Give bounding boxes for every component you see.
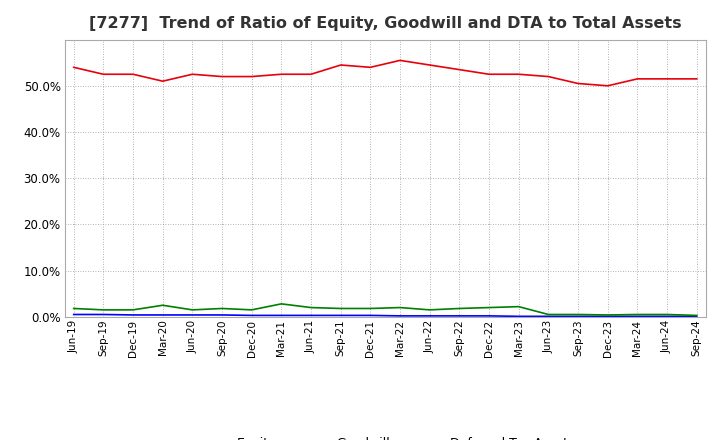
Goodwill	[158, 312, 167, 318]
Line: Equity: Equity	[73, 60, 697, 86]
Equity	[158, 78, 167, 84]
Goodwill	[544, 314, 553, 319]
Deferred Tax Assets	[662, 312, 671, 317]
Equity	[693, 76, 701, 81]
Goodwill	[455, 313, 464, 319]
Equity	[129, 72, 138, 77]
Deferred Tax Assets	[248, 307, 256, 312]
Equity	[366, 65, 374, 70]
Deferred Tax Assets	[455, 306, 464, 311]
Line: Deferred Tax Assets: Deferred Tax Assets	[73, 304, 697, 315]
Deferred Tax Assets	[366, 306, 374, 311]
Deferred Tax Assets	[188, 307, 197, 312]
Goodwill	[99, 312, 108, 317]
Equity	[217, 74, 226, 79]
Deferred Tax Assets	[603, 312, 612, 318]
Goodwill	[366, 313, 374, 318]
Goodwill	[603, 314, 612, 319]
Goodwill	[514, 314, 523, 319]
Equity	[485, 72, 493, 77]
Deferred Tax Assets	[129, 307, 138, 312]
Equity	[188, 72, 197, 77]
Goodwill	[307, 313, 315, 318]
Equity	[514, 72, 523, 77]
Equity	[248, 74, 256, 79]
Deferred Tax Assets	[574, 312, 582, 317]
Deferred Tax Assets	[336, 306, 345, 311]
Deferred Tax Assets	[69, 306, 78, 311]
Equity	[455, 67, 464, 72]
Deferred Tax Assets	[99, 307, 108, 312]
Goodwill	[69, 312, 78, 317]
Equity	[336, 62, 345, 68]
Equity	[574, 81, 582, 86]
Equity	[307, 72, 315, 77]
Deferred Tax Assets	[485, 305, 493, 310]
Goodwill	[396, 313, 405, 319]
Equity	[69, 65, 78, 70]
Goodwill	[188, 312, 197, 318]
Goodwill	[217, 312, 226, 318]
Deferred Tax Assets	[277, 301, 286, 307]
Goodwill	[248, 313, 256, 318]
Equity	[396, 58, 405, 63]
Deferred Tax Assets	[158, 303, 167, 308]
Deferred Tax Assets	[633, 312, 642, 317]
Goodwill	[277, 313, 286, 318]
Goodwill	[426, 313, 434, 319]
Goodwill	[485, 313, 493, 319]
Goodwill	[693, 314, 701, 319]
Title: [7277]  Trend of Ratio of Equity, Goodwill and DTA to Total Assets: [7277] Trend of Ratio of Equity, Goodwil…	[89, 16, 682, 32]
Equity	[426, 62, 434, 68]
Legend: Equity, Goodwill, Deferred Tax Assets: Equity, Goodwill, Deferred Tax Assets	[191, 432, 580, 440]
Goodwill	[574, 314, 582, 319]
Deferred Tax Assets	[544, 312, 553, 317]
Goodwill	[662, 314, 671, 319]
Deferred Tax Assets	[396, 305, 405, 310]
Goodwill	[129, 312, 138, 318]
Equity	[633, 76, 642, 81]
Deferred Tax Assets	[307, 305, 315, 310]
Goodwill	[633, 314, 642, 319]
Deferred Tax Assets	[217, 306, 226, 311]
Deferred Tax Assets	[693, 313, 701, 318]
Deferred Tax Assets	[426, 307, 434, 312]
Equity	[662, 76, 671, 81]
Equity	[99, 72, 108, 77]
Deferred Tax Assets	[514, 304, 523, 309]
Equity	[544, 74, 553, 79]
Equity	[603, 83, 612, 88]
Line: Goodwill: Goodwill	[73, 315, 697, 316]
Goodwill	[336, 313, 345, 318]
Equity	[277, 72, 286, 77]
